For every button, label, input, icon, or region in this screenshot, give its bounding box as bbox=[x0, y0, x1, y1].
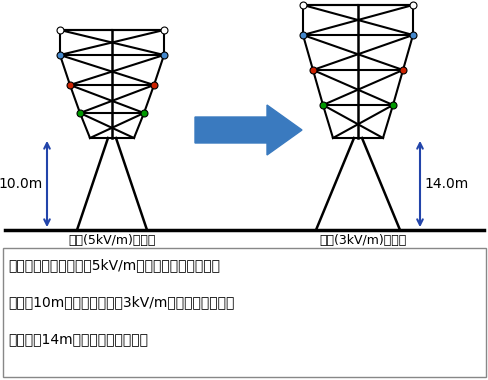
Text: 10.0m: 10.0m bbox=[0, 177, 43, 191]
Text: 日本(3kV/m)の場合: 日本(3kV/m)の場合 bbox=[319, 234, 406, 247]
Text: 地上高が14m必要になる例です。: 地上高が14m必要になる例です。 bbox=[8, 332, 148, 346]
Text: これは、地上の電界を5kV/mと制限した場合には地: これは、地上の電界を5kV/mと制限した場合には地 bbox=[8, 258, 220, 272]
Text: 海外(5kV/m)の場合: 海外(5kV/m)の場合 bbox=[68, 234, 155, 247]
Text: 上高が10mで十分ですが、3kV/mに制限した場合は: 上高が10mで十分ですが、3kV/mに制限した場合は bbox=[8, 295, 234, 309]
FancyBboxPatch shape bbox=[3, 248, 485, 377]
Polygon shape bbox=[195, 105, 302, 155]
Text: 14.0m: 14.0m bbox=[423, 177, 468, 191]
